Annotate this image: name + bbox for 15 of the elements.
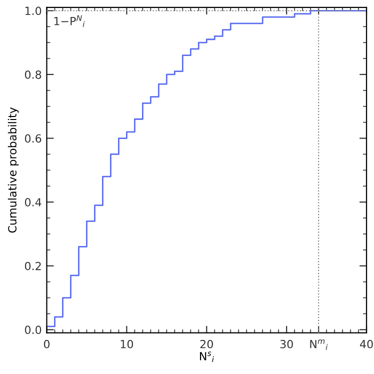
x-tick-label: 30 xyxy=(280,340,293,348)
x-tick-label: 10 xyxy=(120,340,134,348)
y-tick-label: 1.0 xyxy=(25,6,42,16)
annotation: 1−P$^{N}$$_{i}$ xyxy=(54,15,85,27)
y-tick-label: 0.2 xyxy=(24,262,41,270)
x-tick-label: 20 xyxy=(200,340,213,348)
y-tick-label: 0.6 xyxy=(24,134,42,143)
y-tick-label: 0.8 xyxy=(24,70,42,79)
y-axis-title: Cumulative probability xyxy=(8,107,19,233)
x-tick-label: 40 xyxy=(360,340,373,348)
y-tick-label: 0.0 xyxy=(24,326,42,334)
y-tick-label: 0.4 xyxy=(24,198,42,206)
x-axis-title: N$^{s}$$_{i}$ xyxy=(200,352,214,362)
x-tick-label: 0 xyxy=(44,340,50,348)
x-tick-label: N$^{m}$$_{i}$ xyxy=(310,339,328,350)
